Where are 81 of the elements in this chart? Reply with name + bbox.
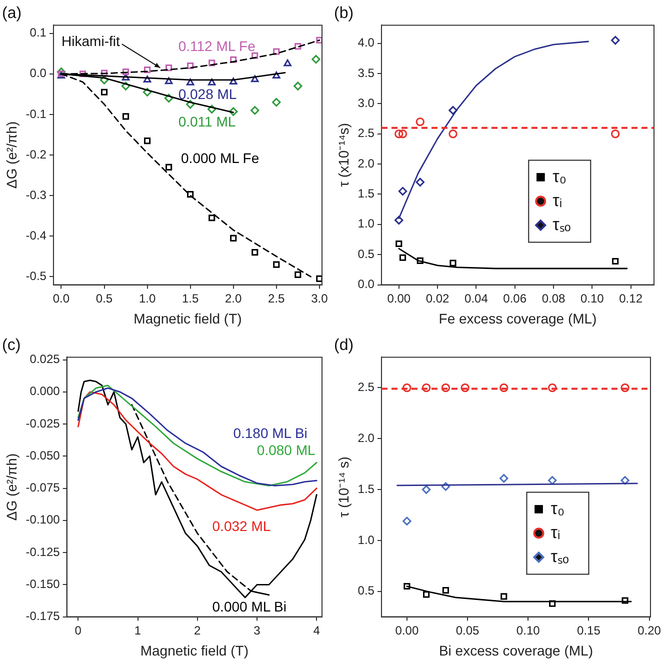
y-tick-label: 2.5 bbox=[358, 380, 375, 394]
legend-label: τₛₒ bbox=[552, 214, 571, 234]
y-tick-label: 0.0 bbox=[358, 277, 375, 292]
y-tick-label: 1.0 bbox=[358, 532, 375, 547]
x-tick-label: 0.15 bbox=[577, 623, 601, 638]
y-tick-label: -0.100 bbox=[26, 512, 60, 527]
y-axis-title: τ (10⁻¹⁴ s) bbox=[335, 456, 352, 518]
legend-label: τ₀ bbox=[552, 166, 566, 186]
legend-label: τᵢ bbox=[550, 522, 560, 542]
y-axis-title: τ (x10⁻¹⁴s) bbox=[335, 123, 352, 187]
y-tick-label: 3.5 bbox=[358, 66, 375, 80]
x-tick-label: 1.0 bbox=[138, 291, 156, 306]
chart-title: (a) bbox=[2, 5, 22, 22]
chart-title: (d) bbox=[334, 337, 354, 354]
x-tick-label: 0.0 bbox=[52, 291, 70, 306]
series-label: 0.032 ML bbox=[212, 518, 271, 534]
x-axis-title: Fe excess coverage (ML) bbox=[438, 310, 597, 326]
x-tick-label: 2 bbox=[194, 623, 202, 638]
legend-label: τₛₒ bbox=[550, 546, 569, 566]
legend-label: τ₀ bbox=[550, 498, 565, 518]
y-tick-label: 3.0 bbox=[358, 96, 375, 110]
y-tick-label: 1.0 bbox=[358, 216, 375, 231]
y-tick-label: -0.2 bbox=[26, 147, 47, 162]
y-axis-title: ΔG (e²/πh) bbox=[3, 121, 20, 189]
y-tick-label: -0.4 bbox=[26, 228, 47, 242]
x-axis-title: Magnetic field (T) bbox=[140, 642, 248, 658]
series-label: 0.080 ML bbox=[256, 442, 316, 458]
x-axis-title: Bi excess coverage (ML) bbox=[438, 642, 594, 658]
x-tick-label: 4 bbox=[313, 623, 320, 638]
y-tick-label: 0.5 bbox=[358, 246, 375, 261]
x-tick-label: 0.00 bbox=[395, 623, 419, 638]
x-tick-label: 0.06 bbox=[503, 291, 527, 306]
y-tick-label: -0.050 bbox=[26, 448, 60, 462]
y-tick-label: 0.5 bbox=[358, 584, 375, 598]
y-tick-label: 2.0 bbox=[358, 430, 375, 445]
y-tick-label: -0.025 bbox=[26, 416, 60, 430]
chart-title: (b) bbox=[334, 5, 354, 22]
y-tick-label: -0.075 bbox=[26, 480, 60, 495]
y-tick-label: 1.5 bbox=[358, 186, 375, 201]
series-label: 0.180 ML Bi bbox=[233, 425, 308, 442]
x-tick-label: 0.20 bbox=[638, 623, 662, 638]
legend-label: τᵢ bbox=[552, 190, 562, 210]
x-tick-label: 3.0 bbox=[311, 291, 328, 306]
x-tick-label: 0.08 bbox=[542, 291, 566, 306]
y-tick-label: -0.5 bbox=[26, 269, 47, 283]
chart-title: (c) bbox=[2, 337, 21, 354]
x-tick-label: 0.02 bbox=[426, 291, 450, 306]
y-tick-label: -0.150 bbox=[26, 576, 60, 591]
x-tick-label: 1.5 bbox=[182, 291, 199, 306]
annotation: Hikami-fit bbox=[62, 32, 120, 49]
series-label: 0.000 ML Bi bbox=[212, 598, 286, 615]
x-tick-label: 2.5 bbox=[268, 291, 286, 306]
series-label: 0.011 ML bbox=[178, 113, 236, 130]
x-tick-label: 0 bbox=[74, 623, 82, 638]
series-label: 0.000 ML Fe bbox=[181, 150, 260, 166]
y-tick-label: 1.5 bbox=[358, 482, 375, 496]
y-tick-label: 0.025 bbox=[30, 352, 60, 366]
y-tick-label: 0.000 bbox=[30, 384, 60, 398]
x-tick-label: 0.05 bbox=[456, 623, 480, 638]
x-tick-label: 0.00 bbox=[387, 291, 411, 306]
y-tick-label: 0.0 bbox=[30, 66, 47, 80]
y-tick-label: 2.0 bbox=[358, 156, 375, 170]
x-tick-label: 3 bbox=[254, 623, 261, 638]
x-tick-label: 0.5 bbox=[96, 291, 113, 306]
series-label: 0.028 ML bbox=[178, 86, 237, 102]
x-axis-title: Magnetic field (T) bbox=[134, 310, 242, 326]
x-tick-label: 0.12 bbox=[619, 291, 643, 306]
series-label: 0.112 ML Fe bbox=[178, 38, 256, 54]
y-axis-title: ΔG (e²/πh) bbox=[3, 453, 20, 521]
x-tick-label: 0.10 bbox=[580, 291, 604, 306]
x-tick-label: 2.0 bbox=[225, 291, 242, 306]
x-tick-label: 0.10 bbox=[516, 623, 540, 638]
y-tick-label: -0.175 bbox=[26, 609, 60, 624]
x-tick-label: 0.04 bbox=[464, 291, 488, 306]
y-tick-label: 0.1 bbox=[30, 26, 47, 40]
y-tick-label: 2.5 bbox=[358, 126, 375, 140]
y-tick-label: -0.3 bbox=[26, 188, 47, 202]
y-tick-label: -0.125 bbox=[26, 544, 60, 559]
x-tick-label: 1 bbox=[134, 623, 142, 638]
y-tick-label: -0.1 bbox=[26, 106, 47, 121]
y-tick-label: 4.0 bbox=[358, 36, 375, 50]
